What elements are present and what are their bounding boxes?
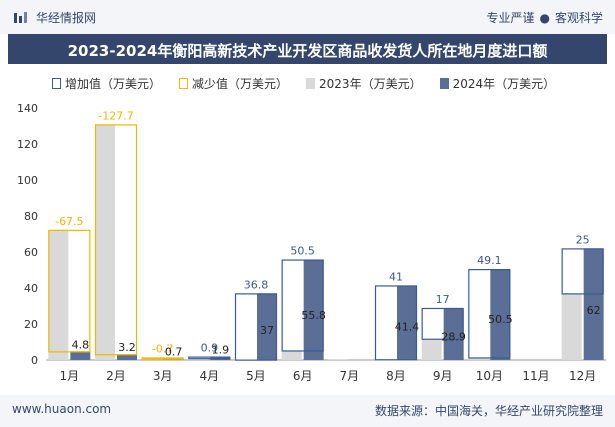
legend-label-decrease: 减少值（万美元）: [192, 77, 289, 91]
data-label-change: 49.1: [477, 254, 502, 267]
data-label-change: -67.5: [55, 215, 83, 228]
tagline-left: 专业严谨: [486, 11, 535, 25]
footer-source: 数据来源：中国海关，华经产业研究院整理: [374, 404, 603, 418]
title-bar: 2023-2024年衡阳高新技术产业开发区商品收发货人所在地月度进口额: [8, 34, 607, 64]
top-strip: 华经情报网 专业严谨 ● 客观科学: [0, 0, 615, 34]
y-tick-label: 0: [31, 354, 38, 367]
increase-box: [374, 285, 418, 361]
increase-box: [281, 259, 324, 352]
tagline: 专业严谨 ● 客观科学: [486, 9, 603, 26]
brand-name: 华经情报网: [36, 11, 97, 25]
x-tick-label: 8月: [386, 369, 406, 383]
y-tick-label: 40: [24, 282, 38, 295]
x-tick-label: 2月: [106, 369, 126, 383]
legend-label-increase: 增加值（万美元）: [65, 77, 162, 91]
increase-box: [468, 269, 511, 359]
x-tick-label: 12月: [569, 369, 596, 383]
data-label-change: 17: [436, 293, 450, 306]
bar-2024: [490, 269, 511, 360]
bar-2023: [421, 338, 442, 360]
x-tick-label: 7月: [340, 369, 360, 383]
data-label-2024: 1.9: [212, 344, 230, 357]
x-tick-label: 6月: [293, 369, 313, 383]
bar-2023: [328, 359, 349, 360]
tagline-separator: ●: [539, 11, 550, 25]
y-tick-label: 60: [24, 246, 38, 259]
data-label-change: 25: [576, 233, 590, 246]
increase-box: [234, 293, 278, 361]
chart-title: 2023-2024年衡阳高新技术产业开发区商品收发货人所在地月度进口额: [67, 42, 548, 60]
bar-2024: [303, 259, 324, 360]
x-tick-label: 11月: [522, 369, 549, 383]
legend-item-2023: 2023年（万美元）: [306, 75, 422, 92]
data-label-2024: 0.7: [165, 346, 183, 359]
legend-label-2023: 2023年（万美元）: [319, 77, 422, 91]
chart-legend: 增加值（万美元） 减少值（万美元） 2023年（万美元） 2024年（万美元）: [52, 75, 573, 92]
tagline-right: 客观科学: [554, 11, 603, 25]
increase-box: [188, 356, 231, 360]
x-tick-label: 10月: [476, 369, 503, 383]
bar-2023: [468, 357, 489, 360]
x-tick-label: 5月: [246, 369, 266, 383]
decrease-box: [141, 357, 184, 360]
y-tick-label: 120: [17, 138, 38, 151]
data-label-2024: 3.2: [118, 341, 136, 354]
legend-item-2024: 2024年（万美元）: [439, 75, 556, 92]
x-tick-label: 4月: [200, 369, 220, 383]
legend-swatch-decrease: [179, 78, 189, 89]
bar-2024: [397, 285, 417, 360]
bar-2024: [70, 351, 91, 360]
data-label-2024: 50.5: [488, 313, 513, 326]
x-tick-label: 1月: [60, 369, 80, 383]
footer-url: www.huaon.com: [12, 402, 112, 416]
data-label-2024: 55.8: [301, 309, 326, 322]
x-tick-label: 9月: [433, 369, 453, 383]
increase-box: [421, 307, 464, 340]
data-label-2024: 4.8: [72, 338, 90, 351]
data-label-change: 50.5: [290, 245, 315, 258]
bar-2024: [443, 307, 464, 360]
decrease-box: [48, 229, 91, 353]
bar-2023: [95, 124, 115, 360]
footer: www.huaon.com 数据来源：中国海关，华经产业研究院整理: [0, 395, 615, 427]
data-label-2024: 37: [260, 324, 274, 337]
legend-swatch-2024: [439, 78, 449, 89]
increase-box: [561, 248, 604, 295]
legend-item-decrease: 减少值（万美元）: [179, 75, 288, 92]
huajing-logo-icon: [14, 11, 27, 23]
bar-2023: [281, 350, 302, 360]
bar-2023: [48, 229, 69, 360]
data-label-change: 0.9: [201, 342, 219, 355]
brand: 华经情报网: [14, 9, 96, 26]
x-tick-label: 3月: [153, 369, 173, 383]
data-label-2024: 28.9: [441, 331, 466, 344]
y-tick-label: 20: [24, 318, 38, 331]
y-tick-label: 80: [24, 210, 38, 223]
data-label-2024: 62: [587, 304, 601, 317]
bar-2024: [257, 293, 277, 360]
data-label-change: -127.7: [98, 109, 133, 122]
bar-2024: [583, 248, 604, 360]
bar-2023: [561, 293, 582, 360]
data-label-change: 36.8: [244, 278, 269, 291]
decrease-box: [94, 124, 138, 356]
data-label-change: -0.7: [152, 342, 173, 355]
legend-swatch-increase: [52, 78, 61, 89]
legend-item-increase: 增加值（万美元）: [52, 75, 161, 92]
data-label-2024: 41.4: [395, 320, 420, 333]
y-tick-label: 100: [17, 174, 38, 187]
legend-label-2024: 2024年（万美元）: [452, 77, 556, 91]
y-tick-label: 140: [17, 102, 38, 115]
legend-swatch-2023: [306, 78, 316, 89]
bar-2024: [117, 354, 137, 360]
data-label-change: 41: [389, 270, 403, 283]
